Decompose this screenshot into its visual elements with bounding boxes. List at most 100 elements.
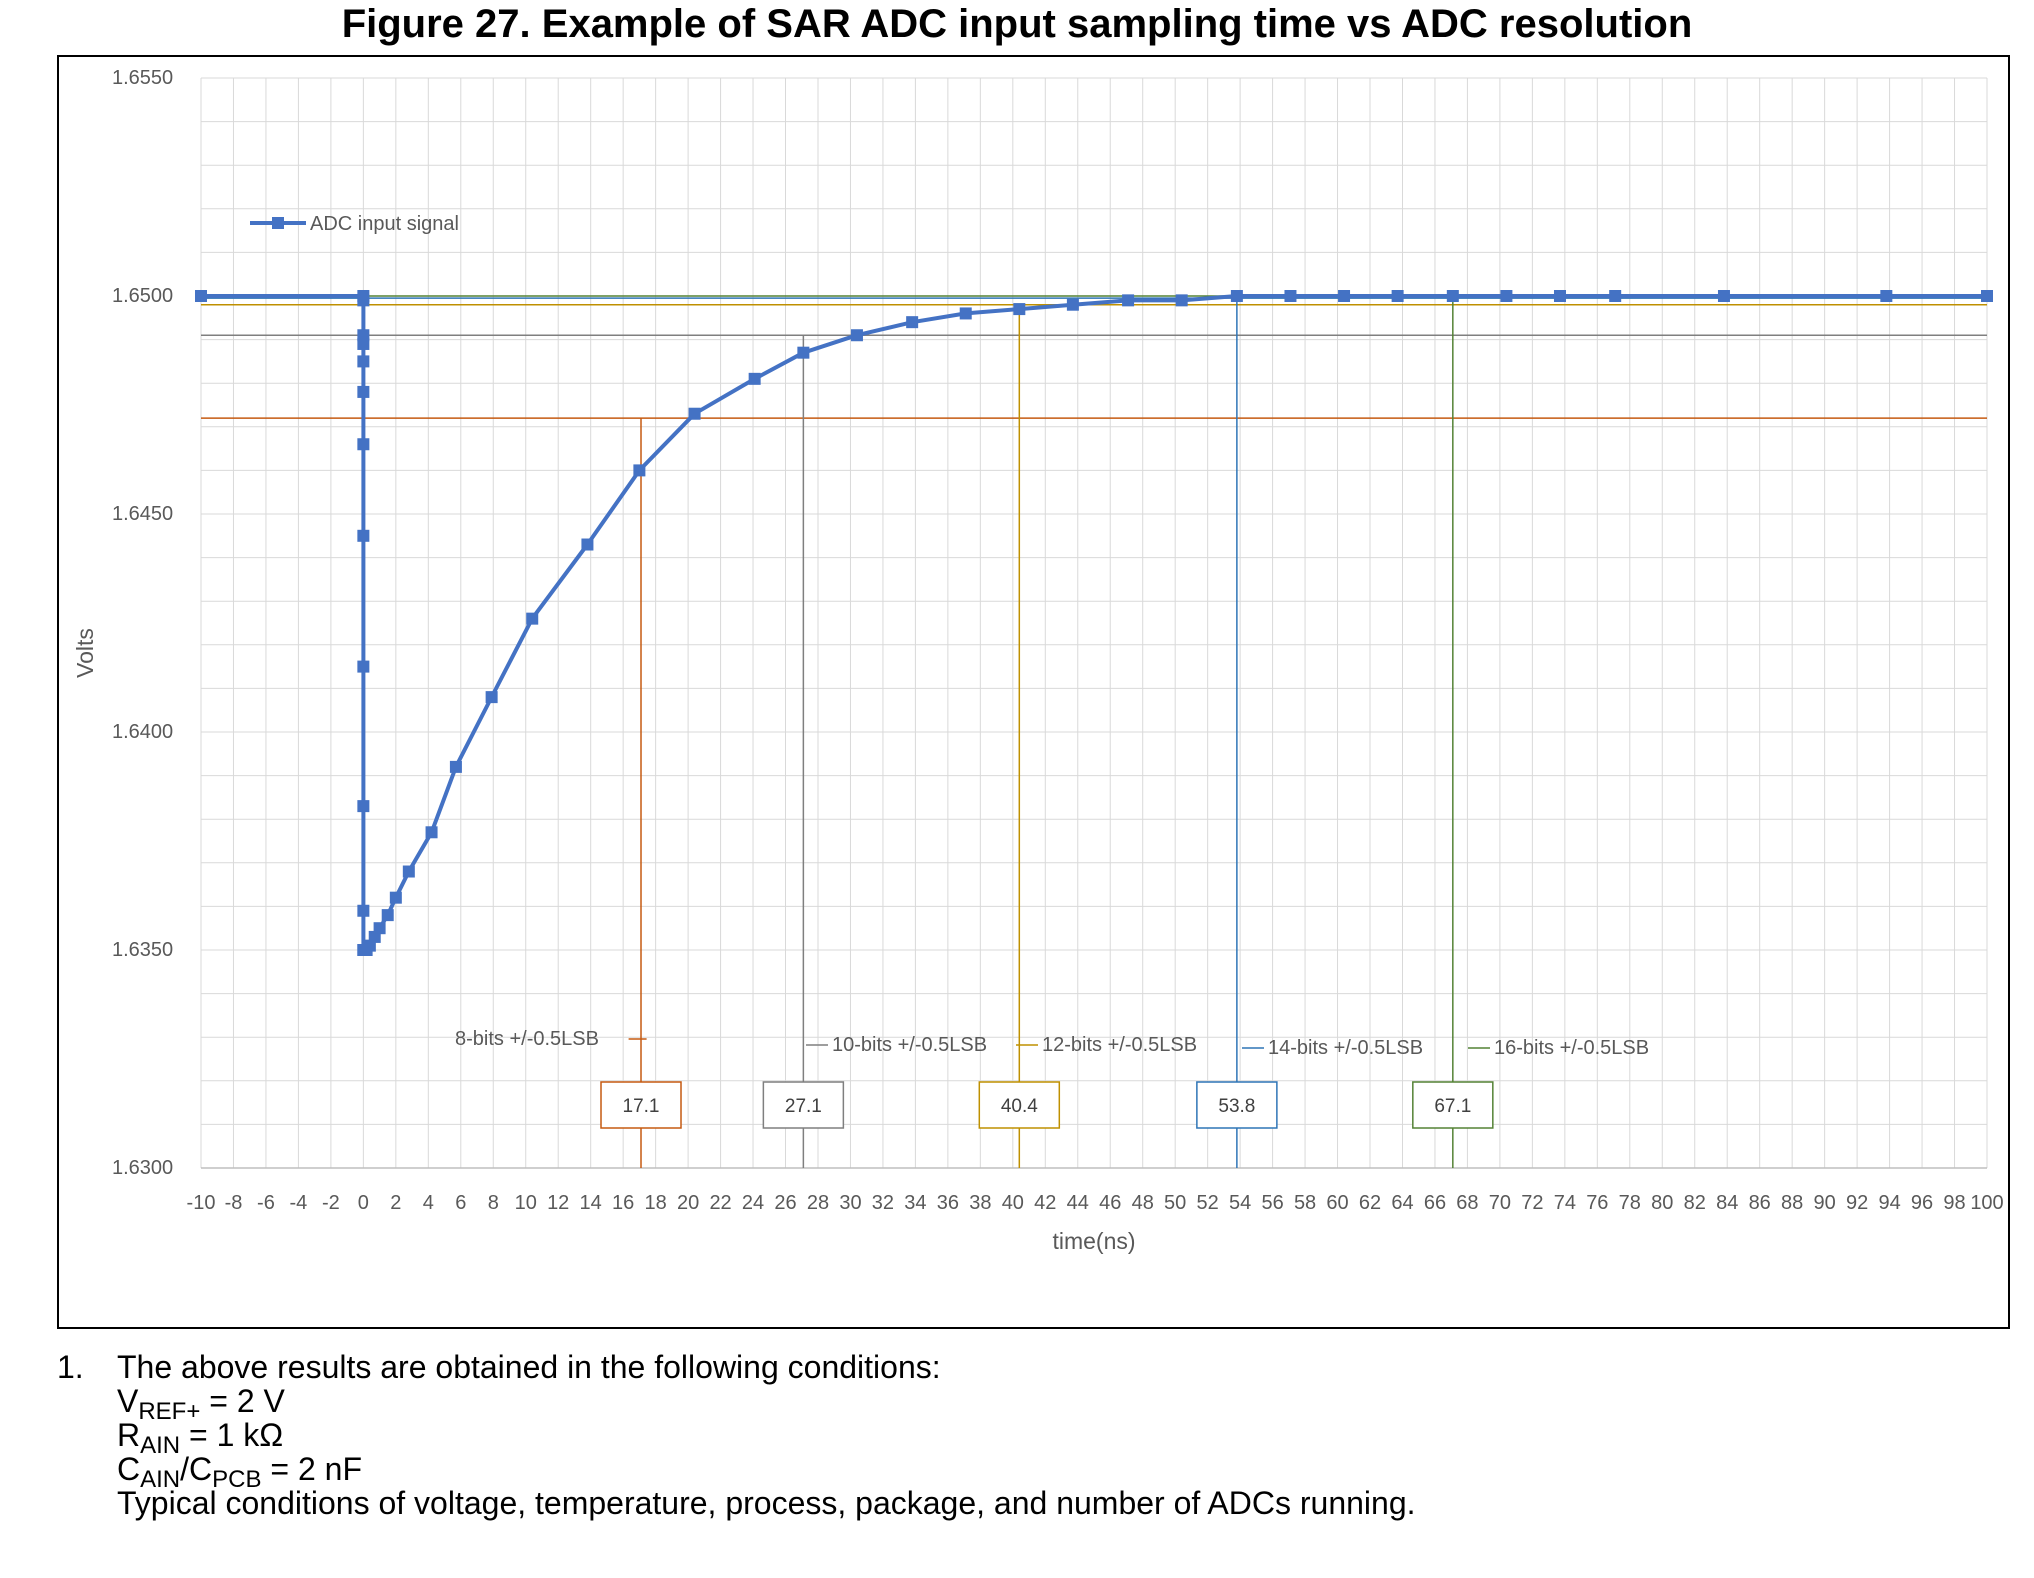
x-tick-label: -8 bbox=[225, 1192, 243, 1214]
x-tick-label: 60 bbox=[1326, 1192, 1348, 1214]
y-tick-label: 1.6350 bbox=[112, 939, 173, 961]
series-line-adc-input bbox=[201, 294, 1987, 952]
x-tick-label: 8 bbox=[488, 1192, 499, 1214]
x-tick-label: -4 bbox=[290, 1192, 308, 1214]
x-tick-label: 70 bbox=[1489, 1192, 1511, 1214]
x-tick-label: 20 bbox=[677, 1192, 699, 1214]
x-tick-label: 22 bbox=[709, 1192, 731, 1214]
value-box-label: 27.1 bbox=[785, 1096, 822, 1117]
condition-cain: CAIN/CPCB = 2 nF bbox=[117, 1451, 1416, 1492]
rain-subscript: AIN bbox=[140, 1432, 181, 1459]
value-box-label: 53.8 bbox=[1218, 1096, 1255, 1117]
value-box-label: 67.1 bbox=[1434, 1096, 1471, 1117]
data-point bbox=[373, 922, 386, 935]
data-point bbox=[906, 316, 919, 329]
data-point bbox=[748, 372, 761, 385]
x-tick-label: 12 bbox=[547, 1192, 569, 1214]
x-tick-label: 38 bbox=[969, 1192, 991, 1214]
x-tick-label: 30 bbox=[839, 1192, 861, 1214]
x-tick-label: 64 bbox=[1391, 1192, 1413, 1214]
data-point bbox=[688, 407, 701, 420]
data-point bbox=[1013, 303, 1026, 316]
x-tick-label: 66 bbox=[1424, 1192, 1446, 1214]
data-point bbox=[1981, 290, 1993, 302]
y-axis-title: Volts bbox=[72, 628, 98, 678]
value-box bbox=[1196, 1081, 1278, 1129]
x-tick-label: 92 bbox=[1846, 1192, 1868, 1214]
legend-label: ADC input signal bbox=[310, 213, 459, 235]
x-tick-label: 6 bbox=[455, 1192, 466, 1214]
data-point bbox=[357, 385, 370, 398]
x-tick-label: 0 bbox=[358, 1192, 369, 1214]
condition-typical: Typical conditions of voltage, temperatu… bbox=[117, 1485, 1416, 1521]
y-tick-label: 1.6450 bbox=[112, 503, 173, 525]
x-tick-label: 44 bbox=[1067, 1192, 1089, 1214]
x-tick-label: 50 bbox=[1164, 1192, 1186, 1214]
data-point bbox=[357, 355, 370, 368]
x-tick-label: -2 bbox=[322, 1192, 340, 1214]
x-tick-label: 36 bbox=[937, 1192, 959, 1214]
x-tick-label: 34 bbox=[904, 1192, 926, 1214]
x-tick-label: 82 bbox=[1684, 1192, 1706, 1214]
data-point bbox=[1553, 290, 1566, 302]
data-point bbox=[357, 337, 370, 350]
value-box bbox=[762, 1081, 845, 1129]
x-tick-label: 14 bbox=[580, 1192, 602, 1214]
x-tick-label: -10 bbox=[187, 1192, 216, 1214]
x-tick-label: 100 bbox=[1970, 1192, 2003, 1214]
data-point bbox=[381, 909, 394, 922]
vref-symbol: V bbox=[117, 1383, 139, 1419]
x-tick-label: 16 bbox=[612, 1192, 634, 1214]
data-point bbox=[797, 346, 810, 359]
data-point bbox=[959, 307, 972, 320]
cain-symbol: C bbox=[117, 1451, 141, 1487]
threshold-label-text: 10-bits +/-0.5LSB bbox=[832, 1034, 987, 1056]
data-point bbox=[485, 691, 498, 704]
x-tick-label: 98 bbox=[1943, 1192, 1965, 1214]
data-point bbox=[1500, 290, 1513, 302]
data-point bbox=[195, 290, 207, 302]
y-tick-label: 1.6500 bbox=[112, 285, 173, 307]
value-box-label: 17.1 bbox=[623, 1096, 660, 1117]
data-point bbox=[1391, 290, 1404, 302]
x-tick-label: 26 bbox=[774, 1192, 796, 1214]
x-tick-label: 88 bbox=[1781, 1192, 1803, 1214]
cpcb-symbol: /C bbox=[180, 1451, 213, 1487]
data-point bbox=[526, 612, 539, 625]
data-point bbox=[449, 760, 462, 773]
x-tick-label: 94 bbox=[1878, 1192, 1900, 1214]
x-tick-label: 54 bbox=[1229, 1192, 1251, 1214]
data-point bbox=[1230, 290, 1243, 302]
y-tick-label: 1.6400 bbox=[112, 721, 173, 743]
data-point bbox=[1175, 294, 1188, 307]
legend-marker bbox=[272, 217, 284, 229]
x-tick-label: 2 bbox=[390, 1192, 401, 1214]
x-tick-label: 28 bbox=[807, 1192, 829, 1214]
data-point bbox=[1609, 290, 1622, 302]
x-tick-label: 46 bbox=[1099, 1192, 1121, 1214]
legend: ADC input signal bbox=[250, 213, 459, 235]
cpcb-subscript: PCB bbox=[212, 1466, 262, 1493]
footnote-intro: The above results are obtained in the fo… bbox=[117, 1349, 941, 1385]
condition-vref: VREF+ = 2 V bbox=[117, 1383, 1416, 1424]
data-point bbox=[633, 464, 646, 477]
x-tick-label: 4 bbox=[423, 1192, 434, 1214]
threshold-label-text: 14-bits +/-0.5LSB bbox=[1268, 1037, 1423, 1059]
x-tick-label: 62 bbox=[1359, 1192, 1381, 1214]
data-point bbox=[1446, 290, 1459, 302]
data-point bbox=[357, 294, 370, 307]
cain-subscript: AIN bbox=[140, 1466, 181, 1493]
data-point bbox=[389, 891, 402, 904]
cain-value: = 2 nF bbox=[261, 1451, 362, 1487]
data-point bbox=[1880, 290, 1893, 302]
x-tick-label: -6 bbox=[257, 1192, 275, 1214]
data-point bbox=[1338, 290, 1351, 302]
y-tick-label: 1.6550 bbox=[112, 67, 173, 89]
y-tick-label: 1.6300 bbox=[112, 1157, 173, 1179]
x-tick-label: 48 bbox=[1132, 1192, 1154, 1214]
x-tick-label: 72 bbox=[1521, 1192, 1543, 1214]
value-box bbox=[600, 1081, 682, 1129]
data-point bbox=[357, 904, 370, 917]
threshold-label: 14-bits +/-0.5LSB 53.8 bbox=[1196, 1037, 1423, 1129]
x-tick-label: 52 bbox=[1197, 1192, 1219, 1214]
